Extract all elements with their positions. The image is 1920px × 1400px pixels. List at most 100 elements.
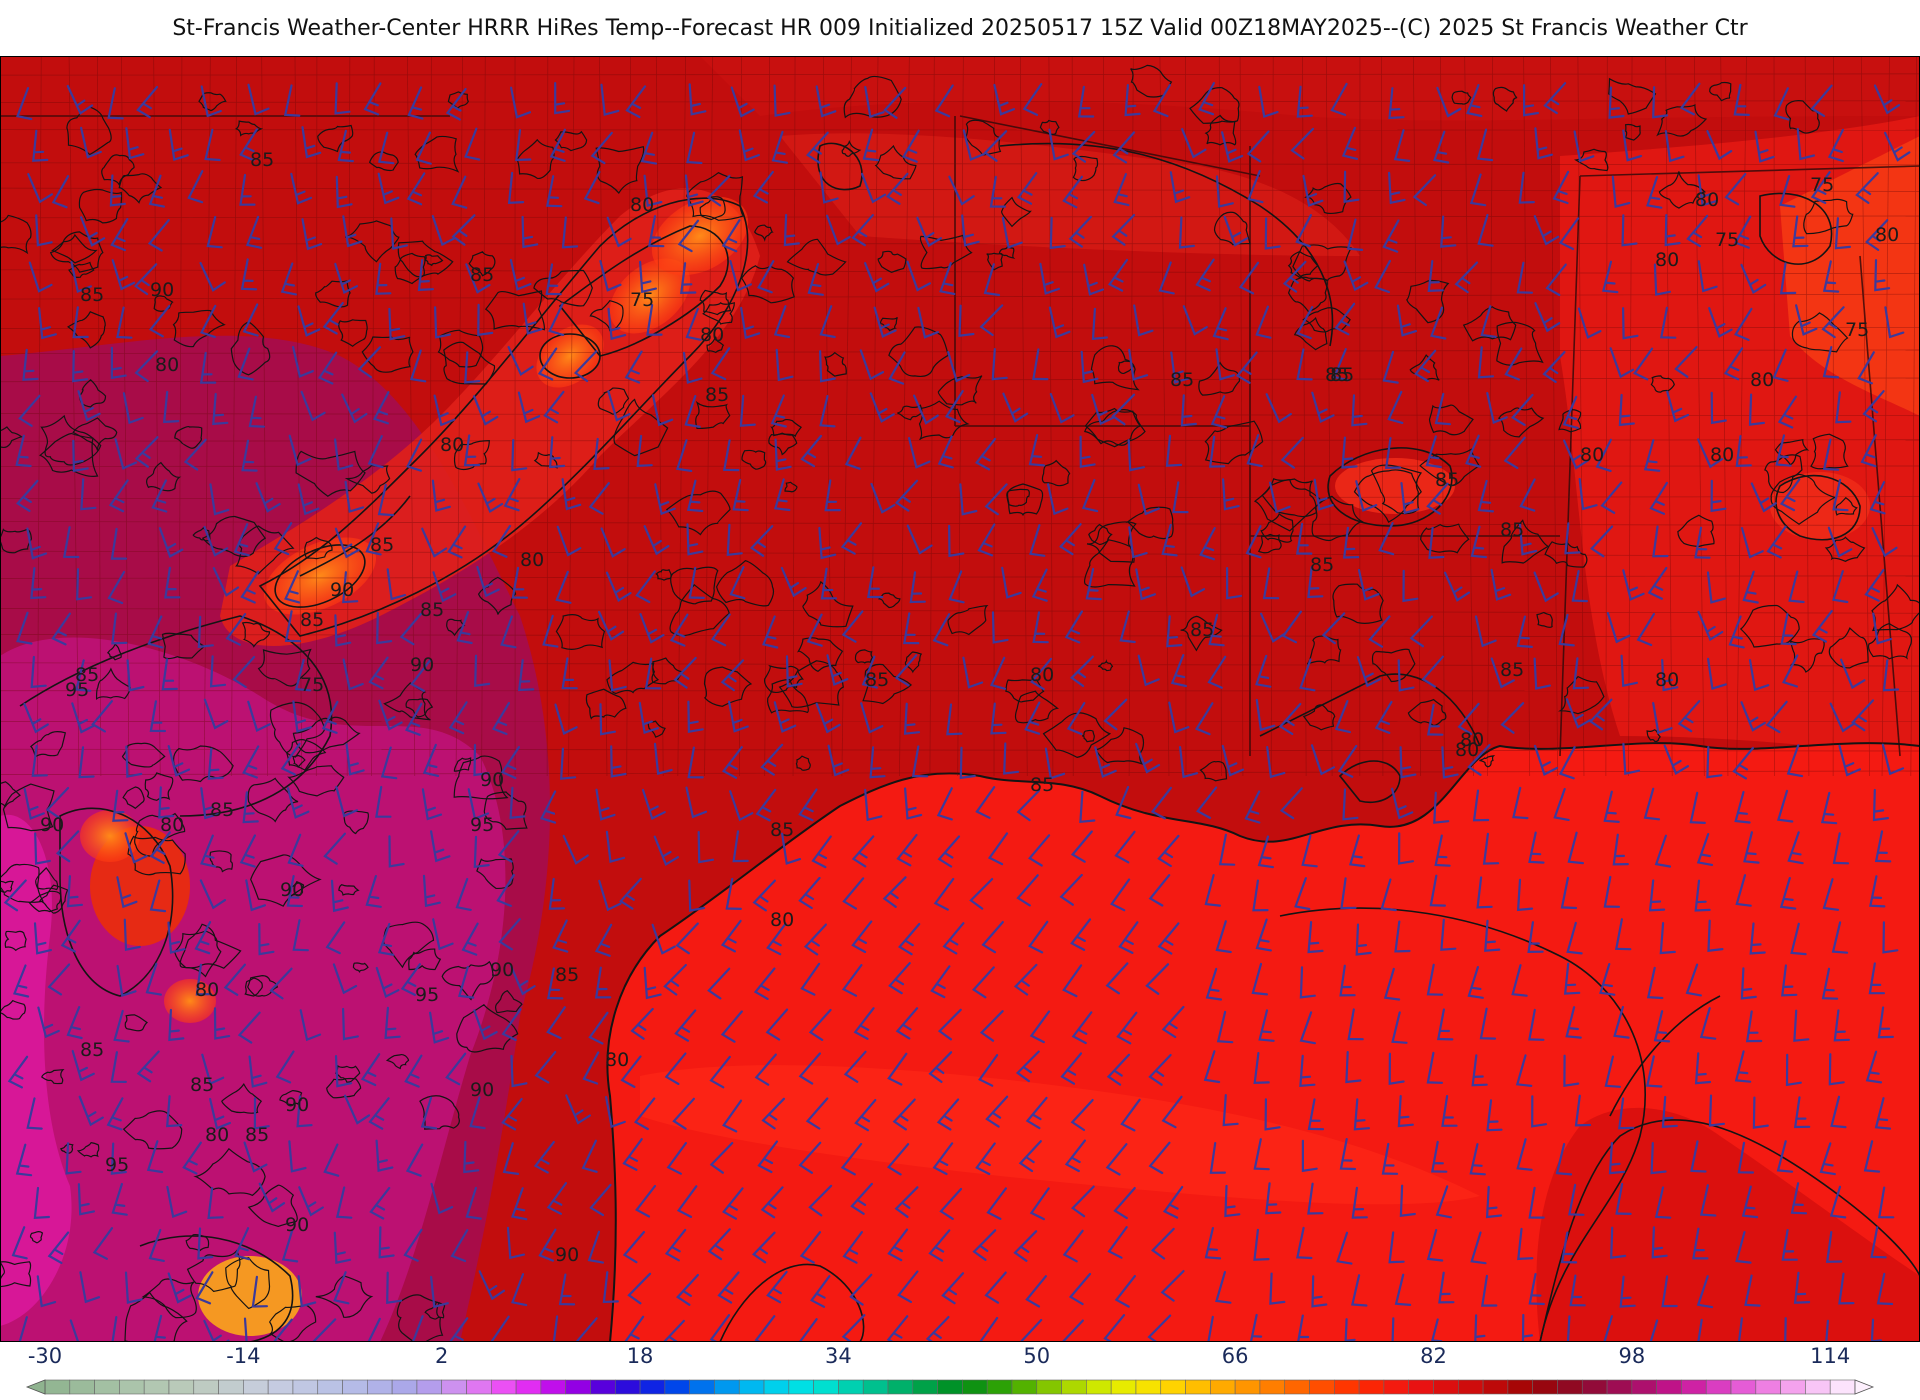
- wind-barb: [761, 1097, 785, 1130]
- wind-barb: [26, 527, 48, 560]
- wind-barb: [909, 571, 926, 604]
- wind-barb: [864, 86, 885, 119]
- wind-barb: [1013, 963, 1038, 996]
- colorbar-tick-label: 66: [1221, 1344, 1249, 1368]
- wind-barb: [1440, 918, 1457, 951]
- wind-barb: [1282, 260, 1307, 293]
- hot-region-magenta: [0, 814, 72, 1326]
- colorbar-cell: [1160, 1379, 1186, 1395]
- wind-barb: [292, 919, 309, 952]
- colorbar-cell: [119, 1379, 145, 1395]
- wind-barb: [1330, 82, 1348, 116]
- wind-barb: [1299, 966, 1316, 999]
- wind-barb: [1028, 920, 1049, 954]
- wind-barb: [234, 1227, 251, 1261]
- wind-barb: [400, 963, 421, 996]
- contour-label: 85: [210, 799, 234, 821]
- wind-barb: [1068, 215, 1093, 248]
- contour-label: 90: [555, 1244, 579, 1266]
- wind-barb: [1151, 1227, 1175, 1260]
- wind-barb: [1749, 922, 1766, 955]
- wind-barb: [1863, 1140, 1881, 1173]
- wind-barb: [1255, 654, 1272, 688]
- wind-barb: [1222, 1094, 1239, 1127]
- wind-barb: [1402, 569, 1419, 603]
- wind-barb: [807, 263, 824, 296]
- wind-barb: [1560, 876, 1578, 910]
- wind-barb: [473, 1009, 498, 1041]
- wind-barb: [1647, 566, 1668, 600]
- wind-barb: [341, 393, 368, 424]
- wind-barb: [1094, 746, 1117, 779]
- wind-barb: [552, 919, 569, 953]
- wind-barb: [515, 129, 532, 162]
- wind-barb: [1426, 963, 1444, 996]
- wind-barb: [1238, 261, 1260, 295]
- wind-barb: [1677, 700, 1701, 733]
- wind-barb: [1533, 571, 1559, 603]
- wind-barb: [555, 570, 572, 604]
- wind-barb: [1180, 394, 1197, 427]
- wind-barb: [1394, 920, 1411, 953]
- wind-barb: [706, 174, 731, 207]
- wind-barb: [1735, 874, 1752, 907]
- wind-barb: [598, 610, 625, 641]
- wind-barb: [199, 879, 227, 910]
- wind-barb: [167, 1272, 192, 1304]
- wind-barb: [429, 1011, 450, 1044]
- wind-barb: [755, 788, 777, 822]
- wind-barb: [1481, 1274, 1498, 1307]
- wind-barb: [496, 873, 515, 907]
- wind-barb: [335, 785, 358, 818]
- wind-barb: [1344, 1318, 1356, 1342]
- wind-barb: [1790, 922, 1807, 956]
- wind-barb: [862, 128, 880, 162]
- wind-barb: [166, 1185, 188, 1218]
- wind-barb: [474, 654, 491, 687]
- wind-barb: [333, 1271, 350, 1305]
- wind-barb: [853, 1007, 875, 1040]
- wind-barb: [1351, 394, 1368, 427]
- wind-barb: [1137, 654, 1160, 687]
- wind-barb: [1060, 1052, 1083, 1085]
- wind-barb: [1694, 526, 1711, 559]
- wind-barb: [1028, 434, 1046, 467]
- contour-label: 85: [1500, 519, 1524, 541]
- wind-barb: [1253, 1052, 1270, 1085]
- wind-barb: [1296, 85, 1313, 118]
- contour-label: 85: [1030, 774, 1054, 796]
- wind-barb: [1246, 434, 1263, 468]
- wind-barb: [1516, 615, 1533, 648]
- wind-barb: [1884, 306, 1905, 339]
- wind-barb: [1295, 214, 1312, 248]
- wind-barb: [66, 84, 94, 115]
- wind-barb: [651, 394, 674, 427]
- wind-barb: [111, 1316, 118, 1342]
- colorbar-cell: [862, 1379, 889, 1395]
- wind-barb: [624, 350, 643, 384]
- colorbar-cell: [1656, 1379, 1682, 1395]
- colorbar-cell: [1185, 1379, 1211, 1395]
- wind-barb: [991, 348, 1008, 381]
- wind-barb: [775, 348, 794, 382]
- wind-barb: [292, 346, 314, 378]
- wind-barb: [1077, 85, 1095, 118]
- wind-barb: [317, 351, 338, 385]
- wind-barb: [502, 1142, 520, 1175]
- wind-barb: [62, 526, 80, 559]
- wind-barb: [930, 965, 951, 999]
- colorbar-tick-label: 50: [1023, 1344, 1051, 1368]
- wind-barb: [1588, 698, 1613, 731]
- contour-label: 75: [1810, 174, 1834, 196]
- wind-barb: [895, 1007, 919, 1040]
- wind-barb: [1307, 1098, 1325, 1131]
- wind-barb: [605, 1096, 626, 1129]
- wind-barb: [851, 214, 874, 247]
- wind-barb: [643, 174, 663, 207]
- wind-barb: [685, 307, 702, 341]
- wind-barb: [754, 1315, 776, 1342]
- wind-barb: [962, 656, 984, 689]
- wind-barb: [991, 611, 1009, 644]
- colorbar-cell: [565, 1379, 591, 1395]
- wind-barb: [1699, 1184, 1717, 1217]
